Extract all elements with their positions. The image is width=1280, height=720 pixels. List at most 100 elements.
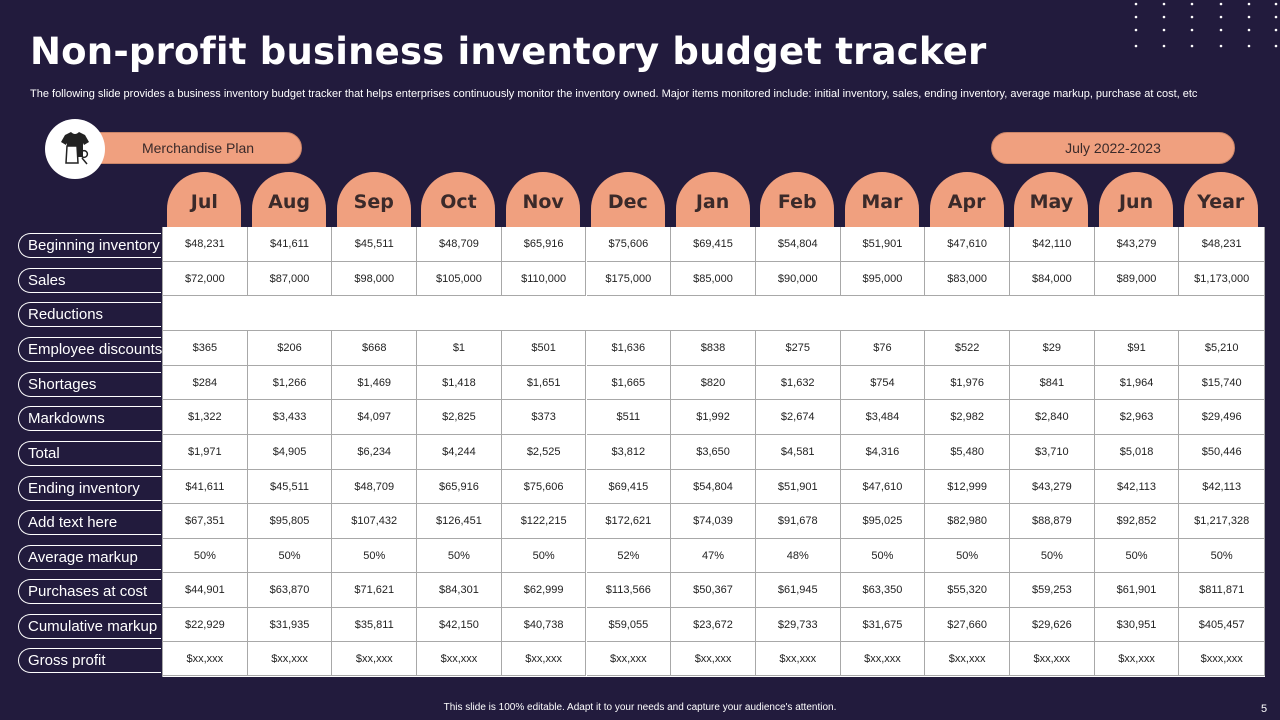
table-cell: $85,000 bbox=[671, 262, 756, 296]
table-cell: $30,951 bbox=[1094, 608, 1180, 642]
table-cell: $1,632 bbox=[755, 366, 841, 400]
row-label: Shortages bbox=[18, 371, 161, 397]
table-cell: $xxx,xxx bbox=[1179, 642, 1265, 676]
table-cell: $126,451 bbox=[417, 504, 502, 539]
table-cell: $5,018 bbox=[1094, 435, 1180, 470]
month-header-jan: Jan bbox=[675, 172, 750, 228]
table-cell: $91 bbox=[1094, 331, 1180, 366]
table-cell: $55,320 bbox=[925, 573, 1010, 608]
month-header-may: May bbox=[1014, 172, 1089, 228]
table-cell: $59,055 bbox=[586, 608, 672, 642]
table-cell: 50% bbox=[840, 539, 926, 573]
table-cell: $45,511 bbox=[247, 470, 333, 504]
table-cell: $2,840 bbox=[1010, 400, 1095, 435]
month-header-sep: Sep bbox=[336, 172, 411, 228]
table-cell: $3,433 bbox=[247, 400, 333, 435]
table-cell: $xx,xxx bbox=[501, 642, 587, 676]
table-cell: $48,709 bbox=[332, 470, 418, 504]
table-cell: $35,811 bbox=[332, 608, 418, 642]
table-cell: $1,266 bbox=[247, 366, 333, 400]
table-cell: $83,000 bbox=[925, 262, 1010, 296]
month-header-year: Year bbox=[1183, 172, 1258, 228]
table-cell: $6,234 bbox=[332, 435, 418, 470]
table-cell: $110,000 bbox=[501, 262, 587, 296]
table-cell: $48,231 bbox=[1179, 227, 1265, 262]
table-cell: $1,418 bbox=[417, 366, 502, 400]
table-cell: $62,999 bbox=[501, 573, 587, 608]
month-header-aug: Aug bbox=[252, 172, 327, 228]
table-cell: 50% bbox=[1179, 539, 1265, 573]
table-cell: $2,674 bbox=[755, 400, 841, 435]
table-cell: $42,113 bbox=[1179, 470, 1265, 504]
table-cell: $820 bbox=[671, 366, 756, 400]
table-cell: $xx,xxx bbox=[755, 642, 841, 676]
table-cell: $4,905 bbox=[247, 435, 333, 470]
table-cell: $41,611 bbox=[247, 227, 333, 262]
table-cell: $838 bbox=[671, 331, 756, 366]
table-cell: $29,733 bbox=[755, 608, 841, 642]
table-cell: $3,710 bbox=[1010, 435, 1095, 470]
table-cell: 50% bbox=[1094, 539, 1180, 573]
table-cell: $2,982 bbox=[925, 400, 1010, 435]
table-cell: $2,825 bbox=[417, 400, 502, 435]
table-cell: $811,871 bbox=[1179, 573, 1265, 608]
table-cell: $42,150 bbox=[417, 608, 502, 642]
table-cell: $95,805 bbox=[247, 504, 333, 539]
table-cell: $1,964 bbox=[1094, 366, 1180, 400]
month-header-dec: Dec bbox=[590, 172, 665, 228]
month-header-mar: Mar bbox=[844, 172, 919, 228]
table-cell: $365 bbox=[163, 331, 248, 366]
table-cell: $48,231 bbox=[163, 227, 248, 262]
table-cell: $275 bbox=[755, 331, 841, 366]
table-cell: 50% bbox=[501, 539, 587, 573]
row-label: Markdowns bbox=[18, 406, 161, 431]
table-cell: $668 bbox=[332, 331, 418, 366]
footer-note: This slide is 100% editable. Adapt it to… bbox=[443, 702, 837, 713]
table-cell: $1,469 bbox=[332, 366, 418, 400]
table-cell: $41,611 bbox=[163, 470, 248, 504]
table-cell: $75,606 bbox=[501, 470, 587, 504]
table-cell: $63,870 bbox=[247, 573, 333, 608]
table-cell: $1,217,328 bbox=[1179, 504, 1265, 539]
table-cell: 52% bbox=[586, 539, 672, 573]
row-label: Cumulative markup bbox=[18, 613, 161, 639]
table-cell: $5,480 bbox=[925, 435, 1010, 470]
table-cell: $50,446 bbox=[1179, 435, 1265, 470]
table-cell: $172,621 bbox=[586, 504, 672, 539]
table-cell: $522 bbox=[925, 331, 1010, 366]
table-cell: $65,916 bbox=[501, 227, 587, 262]
table-cell: $61,945 bbox=[755, 573, 841, 608]
table-cell: $67,351 bbox=[163, 504, 248, 539]
table-cell: 50% bbox=[417, 539, 502, 573]
row-label: Beginning inventory bbox=[18, 233, 161, 258]
month-header-apr: Apr bbox=[929, 172, 1004, 228]
table-cell: $405,457 bbox=[1179, 608, 1265, 642]
row-label: Add text here bbox=[18, 510, 161, 535]
merchandise-plan-pill: Merchandise Plan bbox=[74, 132, 302, 164]
table-cell: $3,812 bbox=[586, 435, 672, 470]
table-cell: $54,804 bbox=[755, 227, 841, 262]
table-cell: $51,901 bbox=[840, 227, 926, 262]
decorative-dots bbox=[1134, 2, 1278, 48]
table-cell: $54,804 bbox=[671, 470, 756, 504]
slide-subtitle: The following slide provides a business … bbox=[30, 88, 1198, 100]
table-cell: $105,000 bbox=[417, 262, 502, 296]
row-label: Sales bbox=[18, 267, 161, 293]
table-cell: $31,675 bbox=[840, 608, 926, 642]
table-cell: 50% bbox=[163, 539, 248, 573]
table-cell: 50% bbox=[925, 539, 1010, 573]
table-cell: $754 bbox=[840, 366, 926, 400]
table-cell: $1,976 bbox=[925, 366, 1010, 400]
month-header-nov: Nov bbox=[506, 172, 581, 228]
table-cell: $3,650 bbox=[671, 435, 756, 470]
table-cell: $xx,xxx bbox=[840, 642, 926, 676]
table-cell: $4,244 bbox=[417, 435, 502, 470]
table-cell: $284 bbox=[163, 366, 248, 400]
table-cell: $xx,xxx bbox=[1094, 642, 1180, 676]
month-header-oct: Oct bbox=[421, 172, 496, 228]
table-cell: $xx,xxx bbox=[332, 642, 418, 676]
table-cell: $90,000 bbox=[755, 262, 841, 296]
table-cell: $373 bbox=[501, 400, 587, 435]
table-cell: $511 bbox=[586, 400, 672, 435]
table-cell: $50,367 bbox=[671, 573, 756, 608]
